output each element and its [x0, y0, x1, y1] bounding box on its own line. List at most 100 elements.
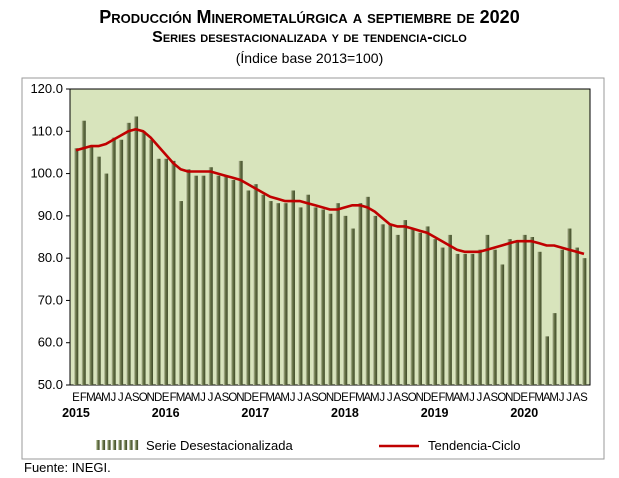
x-month-label: J — [297, 392, 303, 404]
bar — [185, 169, 191, 385]
bar — [432, 239, 437, 385]
bar — [252, 184, 258, 385]
bar — [215, 175, 221, 385]
x-month-label: E — [162, 392, 170, 404]
x-month-label: N — [505, 392, 513, 404]
x-month-label: M — [86, 392, 96, 404]
x-month-label: S — [491, 392, 499, 404]
x-month-label: N — [236, 392, 244, 404]
bar — [140, 131, 146, 385]
x-month-label: M — [101, 392, 111, 404]
bar — [238, 160, 243, 385]
x-month-label: A — [214, 392, 222, 404]
bar — [417, 232, 422, 385]
x-month-label: M — [176, 392, 186, 404]
bar — [282, 203, 288, 385]
legend-bar-swatch — [107, 440, 111, 450]
x-month-label: S — [311, 392, 319, 404]
x-month-label: F — [439, 392, 446, 404]
bar — [118, 139, 124, 385]
x-year-label: 2016 — [152, 406, 180, 420]
chart-title: Producción Minerometalúrgica a septiembr… — [99, 7, 520, 27]
chart-outer-frame — [21, 77, 605, 460]
bar — [223, 175, 228, 385]
bar — [178, 201, 183, 385]
x-month-label: D — [244, 392, 252, 404]
legend-bar-swatch — [123, 440, 128, 450]
x-month-label: A — [304, 392, 312, 404]
bar — [163, 158, 168, 385]
bar — [372, 215, 378, 385]
bar — [73, 148, 79, 385]
x-month-label: M — [460, 392, 470, 404]
x-axis: E F MAM J J A S ON D E F MAM J J A S ON D E F MAM J J A S ON D E F MA… — [62, 392, 588, 420]
bar — [551, 313, 557, 385]
bar — [81, 120, 86, 385]
x-month-label: A — [184, 392, 192, 404]
x-year-label: 2019 — [421, 406, 449, 420]
x-year-label: 2015 — [62, 406, 90, 420]
bar — [312, 207, 318, 385]
y-tick-label: 60.0 — [38, 335, 63, 350]
bar — [477, 249, 482, 385]
x-month-label: J — [477, 392, 483, 404]
bar — [170, 160, 176, 385]
y-axis: 50.0 60.0 70.0 80.0 90.0 100.0 110.0 120.0 — [30, 81, 70, 392]
bar — [275, 203, 281, 385]
bar — [514, 241, 520, 385]
x-month-label: M — [265, 392, 275, 404]
x-month-label: O — [497, 392, 506, 404]
x-month-label: M — [549, 392, 559, 404]
bar — [350, 228, 355, 385]
x-month-label: M — [191, 392, 201, 404]
chart-subtitle-index: (Índice base 2013=100) — [235, 50, 384, 66]
legend-bar-swatch — [129, 440, 133, 450]
x-month-label: A — [124, 392, 132, 404]
bar — [365, 196, 370, 385]
bar — [454, 253, 460, 385]
x-month-label: O — [139, 392, 148, 404]
x-month-label: S — [401, 392, 409, 404]
x-month-label: S — [222, 392, 230, 404]
bar — [335, 203, 340, 385]
x-month-label: S — [580, 392, 588, 404]
x-month-label: N — [326, 392, 334, 404]
y-tick-label: 110.0 — [31, 123, 63, 138]
x-month-label: D — [423, 392, 431, 404]
x-month-label: O — [318, 392, 327, 404]
x-month-label: J — [379, 392, 385, 404]
trend-line — [75, 127, 585, 256]
bar — [125, 122, 131, 385]
bar — [581, 258, 587, 385]
bar — [342, 215, 348, 385]
x-month-label: D — [154, 392, 162, 404]
x-month-label: F — [170, 392, 177, 404]
bar — [469, 253, 475, 385]
legend-label-bars: Serie Desestacionalizada — [146, 438, 293, 453]
x-month-label: A — [95, 392, 103, 404]
y-tick-label: 100.0 — [30, 166, 63, 181]
bar — [267, 201, 273, 385]
x-month-label: D — [333, 392, 341, 404]
x-month-label: J — [208, 392, 214, 404]
bar — [297, 207, 303, 385]
x-month-label: J — [469, 392, 475, 404]
bar-series — [73, 116, 587, 385]
x-year-label: 2020 — [510, 406, 538, 420]
x-month-label: F — [528, 392, 535, 404]
x-month-label: M — [370, 392, 380, 404]
bar — [260, 194, 266, 385]
x-month-label: O — [228, 392, 237, 404]
y-tick-label: 70.0 — [38, 292, 63, 307]
bar — [544, 336, 549, 385]
x-month-label: M — [355, 392, 365, 404]
y-tick-label: 120.0 — [30, 81, 63, 96]
x-month-label: S — [132, 392, 140, 404]
bar — [103, 173, 109, 385]
bar — [566, 228, 572, 385]
bar — [305, 194, 310, 385]
x-month-label: O — [408, 392, 417, 404]
bar — [88, 146, 94, 385]
x-month-label: A — [573, 392, 581, 404]
